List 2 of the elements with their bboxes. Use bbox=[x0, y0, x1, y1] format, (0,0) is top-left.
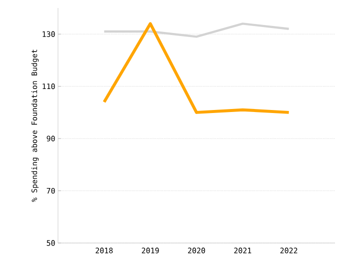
line-series bbox=[103, 22, 290, 38]
line-series bbox=[102, 22, 290, 114]
